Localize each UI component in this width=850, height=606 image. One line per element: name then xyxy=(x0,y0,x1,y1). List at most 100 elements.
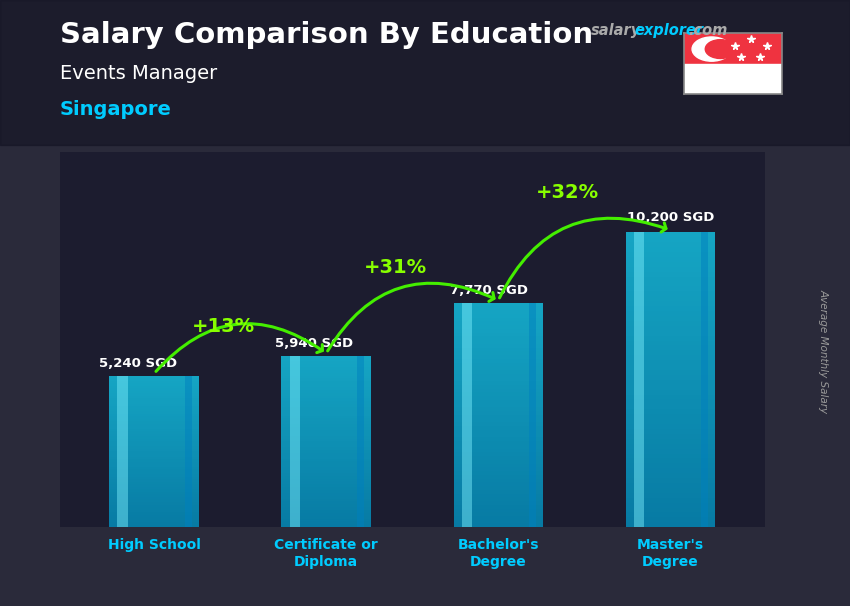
Bar xyxy=(281,373,371,376)
Circle shape xyxy=(692,37,731,61)
Bar xyxy=(626,518,715,522)
Bar xyxy=(626,326,715,331)
Bar xyxy=(281,444,371,447)
Bar xyxy=(626,522,715,527)
Bar xyxy=(281,430,371,433)
Bar xyxy=(281,502,371,504)
Bar xyxy=(110,507,199,510)
Bar xyxy=(110,419,199,421)
Bar xyxy=(281,467,371,470)
Bar xyxy=(454,348,543,351)
Text: 5,240 SGD: 5,240 SGD xyxy=(99,357,177,370)
Bar xyxy=(110,520,199,522)
Bar xyxy=(454,460,543,464)
Bar xyxy=(454,318,543,321)
Bar xyxy=(110,376,199,378)
Bar xyxy=(626,370,715,375)
Bar xyxy=(281,456,371,459)
Bar xyxy=(626,395,715,399)
Bar xyxy=(626,448,715,453)
Text: 7,770 SGD: 7,770 SGD xyxy=(450,284,528,297)
Bar xyxy=(626,453,715,458)
Bar xyxy=(454,404,543,407)
Bar xyxy=(281,450,371,453)
Bar xyxy=(110,441,199,444)
Bar xyxy=(626,252,715,257)
Bar xyxy=(281,390,371,393)
Bar xyxy=(626,282,715,287)
Bar xyxy=(281,490,371,493)
Bar xyxy=(626,365,715,370)
Bar xyxy=(626,429,715,434)
Bar xyxy=(281,459,371,461)
Bar xyxy=(626,390,715,395)
Bar xyxy=(454,381,543,385)
Bar xyxy=(454,333,543,336)
Bar xyxy=(281,470,371,473)
Bar xyxy=(454,359,543,362)
Bar xyxy=(281,410,371,413)
Bar xyxy=(454,362,543,366)
Bar xyxy=(454,520,543,524)
Bar xyxy=(281,493,371,496)
Bar xyxy=(626,296,715,301)
Bar xyxy=(110,525,199,527)
Bar xyxy=(110,378,199,381)
Bar xyxy=(110,522,199,525)
Bar xyxy=(454,336,543,340)
Bar xyxy=(281,424,371,427)
Bar xyxy=(184,376,192,527)
Bar xyxy=(281,496,371,499)
Bar xyxy=(110,456,199,459)
Bar xyxy=(110,396,199,399)
Bar xyxy=(626,488,715,493)
Bar xyxy=(110,401,199,404)
Bar xyxy=(281,421,371,424)
Bar xyxy=(454,351,543,355)
Bar xyxy=(626,478,715,483)
Bar xyxy=(462,302,473,527)
Bar xyxy=(626,439,715,444)
Bar xyxy=(626,502,715,508)
Bar xyxy=(454,407,543,411)
Bar xyxy=(454,479,543,482)
Bar xyxy=(633,233,644,527)
Text: Salary Comparison By Education: Salary Comparison By Education xyxy=(60,21,592,49)
Text: +13%: +13% xyxy=(191,318,254,336)
Bar xyxy=(454,524,543,527)
Bar xyxy=(454,516,543,520)
Bar xyxy=(626,483,715,488)
Bar xyxy=(454,307,543,310)
Bar xyxy=(281,516,371,519)
Bar xyxy=(454,385,543,388)
Bar xyxy=(626,498,715,502)
Bar xyxy=(110,474,199,477)
Bar xyxy=(110,499,199,502)
Bar xyxy=(281,376,371,378)
Bar xyxy=(626,271,715,277)
Bar xyxy=(626,311,715,316)
Bar xyxy=(626,331,715,336)
Bar xyxy=(110,494,199,497)
Bar xyxy=(110,393,199,396)
Bar xyxy=(110,477,199,479)
Bar xyxy=(626,287,715,291)
Bar xyxy=(110,482,199,484)
Bar xyxy=(110,462,199,464)
Bar xyxy=(626,464,715,468)
Bar xyxy=(110,514,199,517)
Bar xyxy=(281,510,371,513)
Bar xyxy=(700,233,708,527)
Text: +32%: +32% xyxy=(536,183,598,202)
Bar xyxy=(110,429,199,431)
Bar xyxy=(626,301,715,306)
Bar xyxy=(626,415,715,419)
Bar xyxy=(281,453,371,456)
Bar xyxy=(626,375,715,380)
Bar xyxy=(454,321,543,325)
Bar xyxy=(626,345,715,350)
Bar xyxy=(454,411,543,415)
Bar xyxy=(110,449,199,451)
Bar xyxy=(110,426,199,429)
Bar xyxy=(454,475,543,479)
